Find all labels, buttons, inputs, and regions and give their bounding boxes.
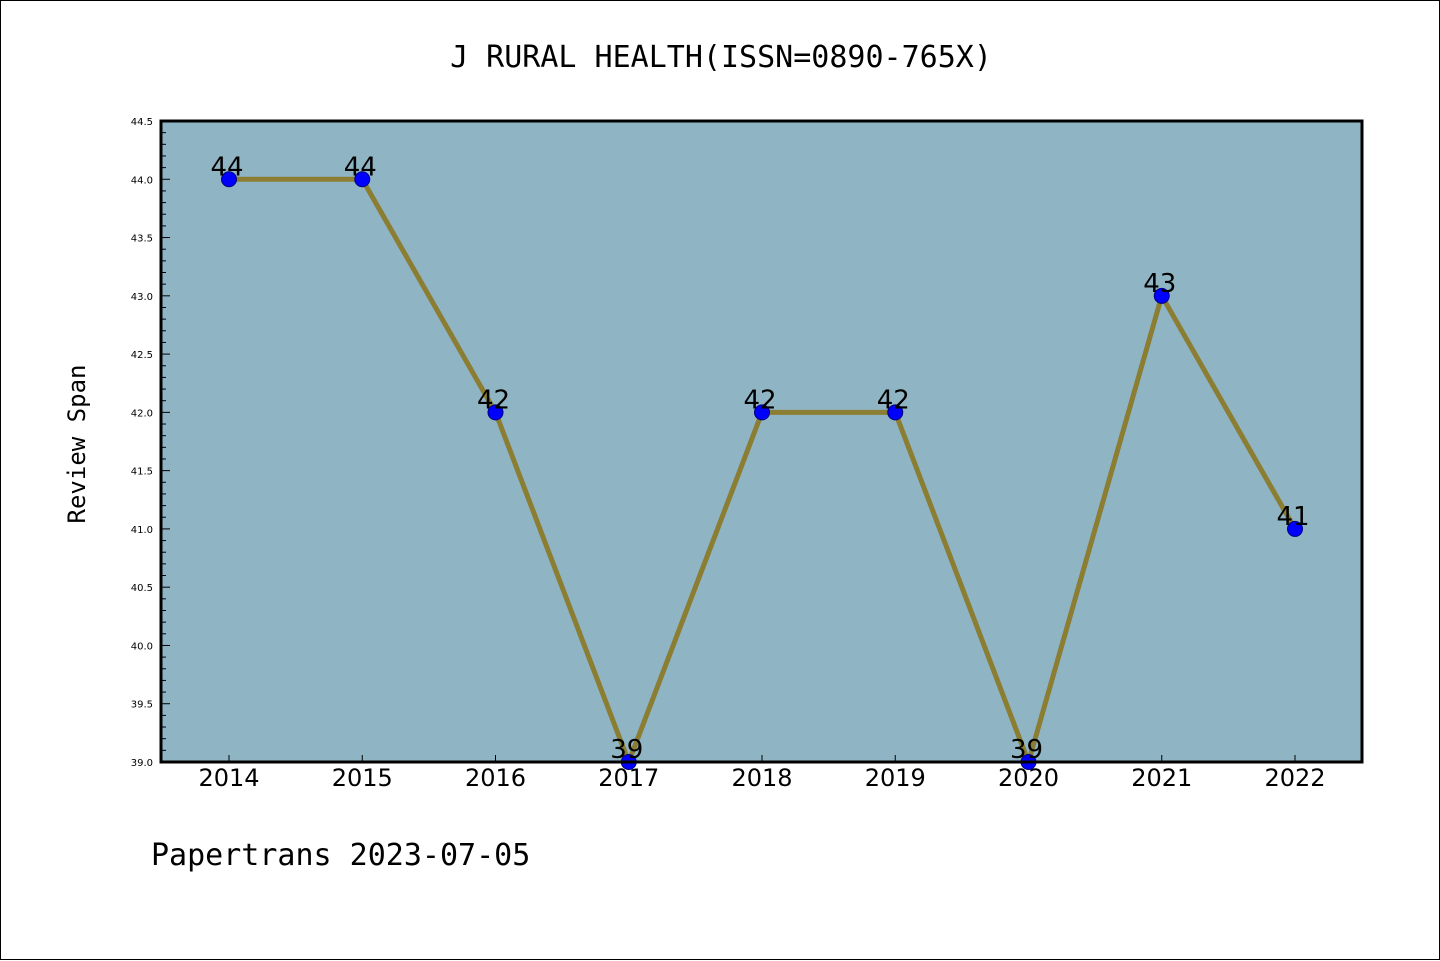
data-point	[354, 171, 371, 188]
y-tick-label: 41.5	[131, 467, 153, 478]
footer-text: Papertrans 2023-07-05	[151, 838, 530, 873]
y-tick-label: 43.0	[131, 292, 153, 303]
data-label: 42	[477, 385, 510, 415]
data-label: 44	[210, 152, 243, 182]
y-tick-label: 40.0	[131, 641, 153, 652]
y-tick-label: 43.5	[131, 234, 153, 245]
data-label: 39	[1010, 735, 1043, 765]
x-tick-label: 2019	[865, 764, 926, 792]
data-label: 41	[1276, 502, 1309, 532]
x-tick-label: 2014	[198, 764, 259, 792]
plot-background	[161, 121, 1362, 762]
y-tick-label: 41.0	[131, 525, 153, 536]
data-label: 39	[610, 735, 643, 765]
y-axis-label: Review Span	[63, 365, 91, 524]
data-point	[1153, 287, 1170, 304]
y-tick-label: 40.5	[131, 583, 153, 594]
data-point	[1287, 520, 1303, 537]
plot-area: 39.0 39.5 40.0 40.5 41.0 41.5 42.0 42.5 43.0 43.5…	[131, 117, 1364, 792]
y-tick-label: 44.5	[131, 117, 153, 128]
data-point	[754, 404, 770, 421]
y-tick-label: 39.0	[131, 758, 153, 769]
x-tick-label: 2016	[465, 764, 526, 792]
data-point	[887, 404, 904, 421]
y-tick-label: 42.5	[131, 350, 153, 361]
data-label: 42	[743, 385, 776, 415]
data-point	[487, 404, 504, 421]
plot-frame	[159, 119, 1364, 764]
y-tick-label: 39.5	[131, 700, 153, 711]
data-label: 42	[877, 385, 910, 415]
x-tick-label: 2018	[731, 764, 792, 792]
y-tick-label: 44.0	[131, 175, 153, 186]
data-label: 44	[344, 152, 377, 182]
data-label: 43	[1143, 269, 1176, 299]
data-point	[221, 171, 237, 188]
x-tick-label: 2021	[1131, 764, 1192, 792]
chart-title: J RURAL HEALTH(ISSN=0890-765X)	[450, 40, 992, 75]
y-tick-label: 42.0	[131, 408, 153, 419]
x-tick-label: 2015	[332, 764, 393, 792]
x-tick-label: 2022	[1264, 764, 1325, 792]
